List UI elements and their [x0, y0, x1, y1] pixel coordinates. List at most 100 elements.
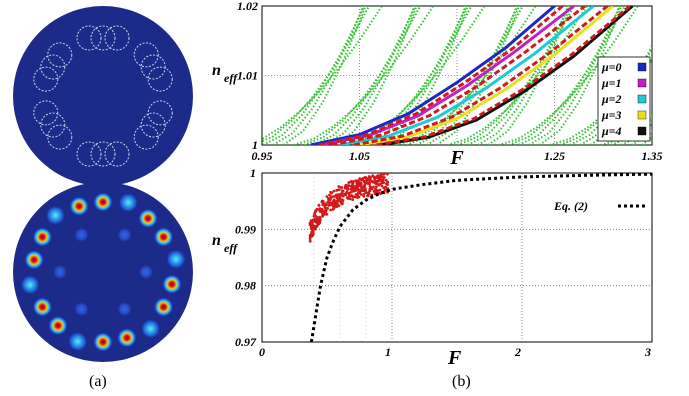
- inner-spot: [138, 264, 154, 280]
- top-y-tick: 1.02: [237, 0, 258, 13]
- mode-spot: [69, 196, 90, 217]
- measured-point: [357, 191, 361, 194]
- bottom-y-tick: 0.98: [235, 279, 256, 293]
- top-x-label: F: [449, 147, 464, 169]
- bottom-x-tick: 2: [514, 345, 521, 359]
- measured-point: [335, 203, 338, 207]
- top-legend-swatch: [637, 126, 647, 136]
- bottom-y-tick: 0.97: [235, 335, 257, 349]
- panel-b-label: (b): [452, 373, 471, 390]
- mode-spot: [153, 227, 174, 247]
- measured-point: [328, 193, 331, 197]
- measured-point: [360, 182, 363, 186]
- top-legend-label: μ=3: [601, 108, 622, 122]
- measured-point: [367, 178, 370, 182]
- measured-point: [327, 199, 331, 202]
- inner-spot: [73, 301, 90, 318]
- measured-point: [317, 204, 321, 207]
- core-ring: [33, 100, 59, 126]
- top-x-tick: 1.25: [544, 149, 565, 163]
- top-legend-label: μ=2: [601, 92, 622, 106]
- measured-point: [367, 191, 371, 194]
- measured-point: [336, 194, 339, 198]
- measured-point: [357, 188, 361, 192]
- measured-point: [368, 187, 372, 191]
- bottom-y-tick: 0.99: [235, 222, 256, 236]
- top-legend-label: μ=1: [601, 76, 622, 90]
- bottom-y-tick: 1: [250, 166, 256, 180]
- mode-spot: [93, 192, 113, 212]
- bottom-y-label: n: [212, 232, 221, 249]
- core-ring: [140, 112, 166, 138]
- bottom-x-tick: 0: [259, 345, 265, 359]
- measured-point: [354, 195, 357, 199]
- bottom-x-tick: 3: [644, 345, 651, 359]
- bottom-legend: Eq. (2): [553, 199, 645, 213]
- measured-point: [347, 181, 351, 185]
- mu-curve-4: [378, 6, 634, 145]
- measured-point: [339, 186, 343, 190]
- measured-point: [380, 184, 384, 188]
- measured-point: [368, 185, 372, 188]
- core-ring: [47, 124, 73, 150]
- measured-point: [325, 212, 329, 216]
- measured-point: [346, 196, 349, 199]
- top-legend: μ=0 μ=1 μ=2 μ=3 μ=4: [597, 56, 651, 142]
- panel-a-label: (a): [89, 373, 107, 390]
- measured-point: [325, 195, 329, 199]
- measured-point: [375, 182, 379, 185]
- measured-point: [341, 194, 345, 198]
- measured-point: [346, 184, 350, 187]
- core-ring: [133, 42, 159, 68]
- measured-point: [380, 175, 384, 178]
- core-ring: [47, 42, 73, 68]
- measured-point: [332, 199, 335, 203]
- measured-point: [378, 182, 382, 186]
- bottom-legend-label: Eq. (2): [553, 199, 588, 213]
- measured-point: [329, 208, 332, 212]
- core-ring: [90, 25, 116, 51]
- measured-point: [372, 175, 376, 179]
- fiber-cross-section-top: [13, 6, 193, 186]
- mode-spot: [138, 208, 158, 229]
- fiber-core-rings: [33, 25, 173, 167]
- measured-point: [341, 202, 344, 206]
- measured-point: [374, 187, 377, 191]
- measured-point: [351, 195, 355, 199]
- top-y-tick: 1: [252, 138, 258, 152]
- core-ring: [76, 141, 102, 167]
- top-x-tick: 1.35: [642, 149, 663, 163]
- measured-point: [384, 185, 388, 189]
- measured-point: [315, 218, 319, 222]
- measured-point: [336, 199, 339, 203]
- measured-point: [311, 230, 315, 234]
- measured-point: [318, 210, 322, 213]
- measured-point: [364, 191, 368, 195]
- top-legend-label: μ=0: [601, 60, 622, 74]
- measured-point: [376, 189, 379, 193]
- top-legend-swatch: [637, 62, 647, 72]
- green-mode-line: [673, 0, 689, 145]
- core-ring: [147, 66, 173, 92]
- measured-point: [364, 180, 368, 184]
- measured-point: [361, 185, 364, 189]
- measured-point: [318, 221, 322, 224]
- top-y-tick: 1.01: [237, 69, 258, 83]
- measured-point: [375, 185, 378, 189]
- mu-curve-3: [359, 6, 614, 145]
- measured-point: [383, 188, 387, 192]
- top-x-tick: 1.05: [349, 149, 370, 163]
- mode-spot: [118, 192, 139, 213]
- measured-point: [375, 179, 379, 183]
- measured-point: [337, 185, 341, 188]
- inner-spot: [116, 301, 133, 318]
- bottom-y-label-sub: eff: [224, 241, 238, 255]
- measured-point: [359, 193, 363, 196]
- measured-point: [382, 173, 386, 176]
- top-y-label-sub: eff: [224, 71, 238, 85]
- measured-point: [332, 206, 336, 210]
- core-ring: [40, 54, 66, 80]
- mode-spot: [32, 227, 53, 247]
- measured-point: [380, 178, 384, 182]
- measured-point: [354, 193, 358, 196]
